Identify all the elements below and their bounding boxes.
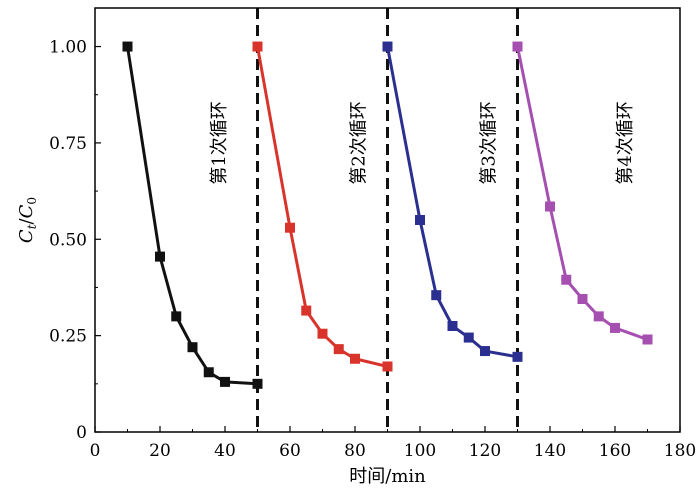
y-axis-label-sub-t: t	[25, 224, 39, 229]
cycle-annotation: 第4次循环	[615, 101, 636, 184]
data-point	[187, 342, 198, 353]
data-point	[301, 305, 312, 316]
x-tick-label: 20	[149, 441, 171, 461]
data-point	[463, 332, 474, 343]
x-tick-label: 80	[344, 441, 366, 461]
y-axis-label-slash: /	[16, 217, 37, 224]
cycle-annotation: 第1次循环	[209, 101, 230, 184]
y-axis-label-c: C	[16, 229, 37, 243]
x-tick-label: 0	[90, 441, 101, 461]
y-axis-label: Ct/C0	[16, 197, 39, 243]
data-point	[203, 367, 214, 378]
y-tick-label: 0.50	[49, 230, 87, 250]
series-line	[126, 46, 258, 386]
data-point	[593, 311, 604, 322]
data-point	[333, 344, 344, 355]
data-point	[285, 222, 295, 233]
y-axis-label-sub-0: 0	[25, 197, 39, 205]
y-tick-label: 0	[76, 423, 87, 443]
x-tick-label: 120	[469, 441, 501, 461]
data-point	[431, 290, 442, 301]
y-tick-label: 1.00	[49, 38, 87, 58]
data-point	[122, 41, 133, 52]
axes: 0 20 40 60 80 100 120 140 160 180 0 0.25 0.50 0.75 1.0…	[49, 38, 696, 461]
x-tick-label: 40	[214, 441, 236, 461]
x-tick-label: 180	[664, 441, 696, 461]
series-line	[256, 46, 388, 368]
x-axis-label: 时间/min	[349, 466, 426, 487]
x-tick-label: 140	[534, 441, 566, 461]
y-tick-label: 0.75	[49, 134, 87, 154]
data-point	[220, 376, 230, 387]
data-point	[171, 311, 182, 322]
data-point	[480, 346, 490, 357]
data-point	[447, 321, 458, 331]
data-point	[642, 334, 653, 345]
data-point	[252, 378, 263, 389]
data-point	[350, 353, 360, 364]
data-point	[252, 41, 263, 52]
plot-area: 第1次循环 第2次循环 第3次循环 第4次循环	[122, 8, 653, 432]
x-tick-label: 100	[404, 441, 436, 461]
cycle-annotation: 第2次循环	[349, 101, 370, 184]
data-point	[317, 328, 328, 339]
data-point	[155, 251, 165, 262]
y-tick-label: 0.25	[49, 327, 87, 347]
series-line	[386, 46, 518, 359]
x-tick-label: 160	[599, 441, 631, 461]
data-point	[512, 41, 523, 52]
data-point	[545, 201, 555, 212]
y-axis-label-c0: C	[16, 204, 37, 218]
data-point	[577, 294, 588, 305]
data-point	[561, 274, 572, 285]
cycle-annotation: 第3次循环	[479, 101, 500, 184]
data-point	[382, 361, 393, 372]
data-point	[415, 215, 425, 225]
x-tick-label: 60	[279, 441, 301, 461]
data-point	[610, 322, 620, 333]
data-point	[382, 41, 393, 52]
data-point	[512, 351, 523, 362]
